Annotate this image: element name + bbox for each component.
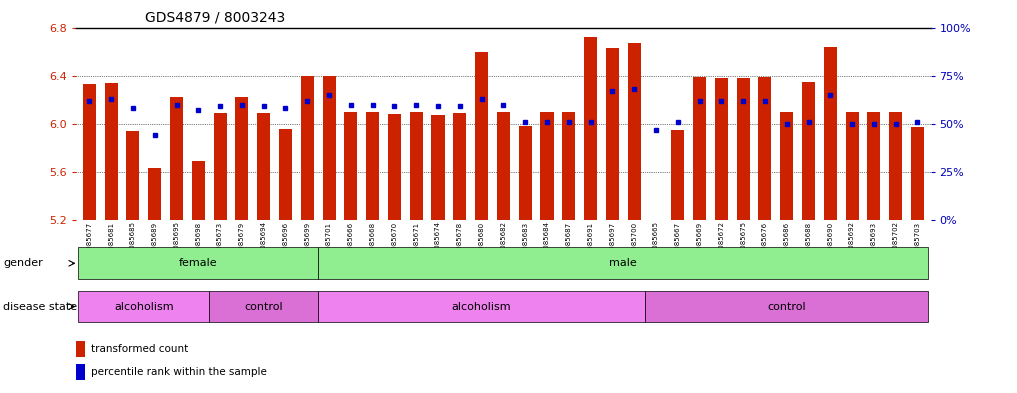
Text: GDS4879 / 8003243: GDS4879 / 8003243	[144, 11, 285, 25]
Bar	[845, 112, 858, 220]
Text: gender: gender	[3, 258, 43, 268]
Bar	[645, 290, 929, 322]
Bar	[279, 129, 292, 220]
Bar	[780, 112, 793, 220]
Bar	[497, 112, 510, 220]
Bar	[606, 48, 619, 220]
Bar	[318, 248, 929, 279]
Text: control: control	[244, 301, 283, 312]
Bar	[454, 113, 467, 220]
Text: male: male	[609, 258, 638, 268]
Bar	[671, 130, 684, 220]
Bar	[431, 116, 444, 220]
Text: female: female	[179, 258, 218, 268]
Bar	[76, 341, 85, 357]
Bar	[562, 112, 576, 220]
Bar	[366, 112, 379, 220]
Bar	[540, 112, 553, 220]
Bar	[410, 112, 423, 220]
Bar	[868, 112, 881, 220]
Bar	[387, 114, 401, 220]
Bar	[148, 168, 162, 220]
Bar	[318, 290, 645, 322]
Bar	[105, 83, 118, 220]
Bar	[345, 112, 357, 220]
Bar	[322, 75, 336, 220]
Bar	[715, 78, 728, 220]
Bar	[911, 127, 924, 220]
Bar	[736, 78, 750, 220]
Bar	[519, 126, 532, 220]
Bar	[802, 82, 815, 220]
Bar	[301, 75, 314, 220]
Bar	[78, 248, 318, 279]
Text: disease state: disease state	[3, 301, 77, 312]
Bar	[693, 77, 706, 220]
Bar	[475, 51, 488, 220]
Bar	[889, 112, 902, 220]
Bar	[82, 84, 96, 220]
Bar	[210, 290, 318, 322]
Text: alcoholism: alcoholism	[452, 301, 512, 312]
Bar	[78, 290, 210, 322]
Bar	[235, 97, 248, 220]
Bar	[170, 97, 183, 220]
Text: transformed count: transformed count	[91, 344, 188, 354]
Bar	[214, 113, 227, 220]
Bar	[192, 161, 204, 220]
Bar	[76, 364, 85, 380]
Text: control: control	[768, 301, 806, 312]
Bar	[126, 131, 139, 220]
Bar	[824, 47, 837, 220]
Text: percentile rank within the sample: percentile rank within the sample	[91, 367, 266, 377]
Text: alcoholism: alcoholism	[114, 301, 174, 312]
Bar	[627, 43, 641, 220]
Bar	[650, 220, 662, 222]
Bar	[584, 37, 597, 220]
Bar	[759, 77, 772, 220]
Bar	[257, 113, 271, 220]
